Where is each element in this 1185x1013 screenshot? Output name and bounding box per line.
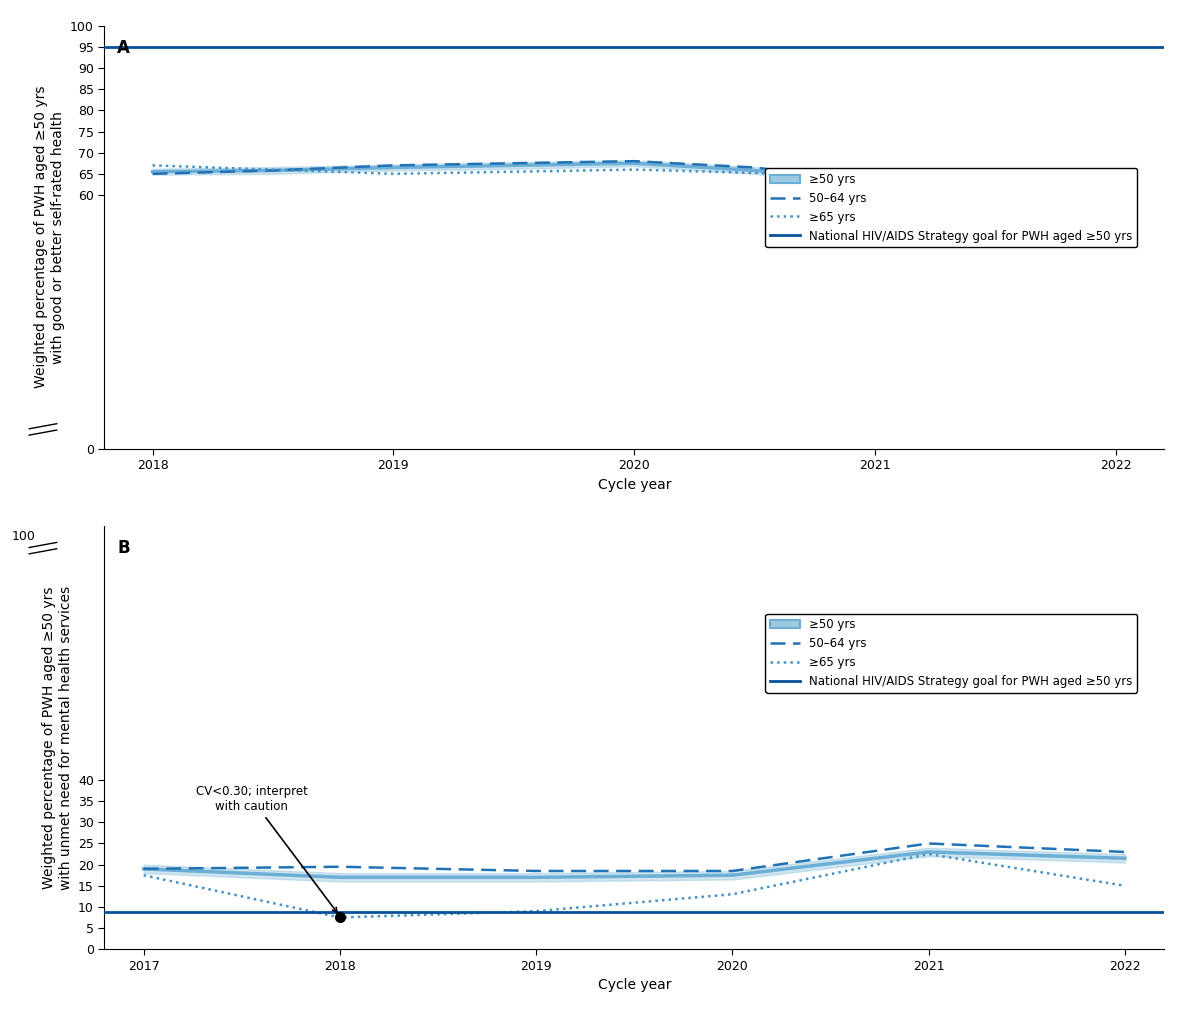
Text: A: A — [117, 38, 130, 57]
Y-axis label: Weighted percentage of PWH aged ≥50 yrs
with good or better self-rated health: Weighted percentage of PWH aged ≥50 yrs … — [34, 86, 64, 389]
Text: B: B — [117, 539, 129, 557]
Legend: ≥50 yrs, 50–64 yrs, ≥65 yrs, National HIV/AIDS Strategy goal for PWH aged ≥50 yr: ≥50 yrs, 50–64 yrs, ≥65 yrs, National HI… — [766, 614, 1138, 693]
X-axis label: Cycle year: Cycle year — [597, 478, 671, 491]
Legend: ≥50 yrs, 50–64 yrs, ≥65 yrs, National HIV/AIDS Strategy goal for PWH aged ≥50 yr: ≥50 yrs, 50–64 yrs, ≥65 yrs, National HI… — [766, 168, 1138, 247]
Y-axis label: Weighted percentage of PWH aged ≥50 yrs
with unmet need for mental health servic: Weighted percentage of PWH aged ≥50 yrs … — [43, 586, 72, 889]
Text: CV<0.30; interpret
with caution: CV<0.30; interpret with caution — [196, 785, 337, 913]
X-axis label: Cycle year: Cycle year — [597, 979, 671, 992]
Text: 100: 100 — [12, 531, 36, 543]
